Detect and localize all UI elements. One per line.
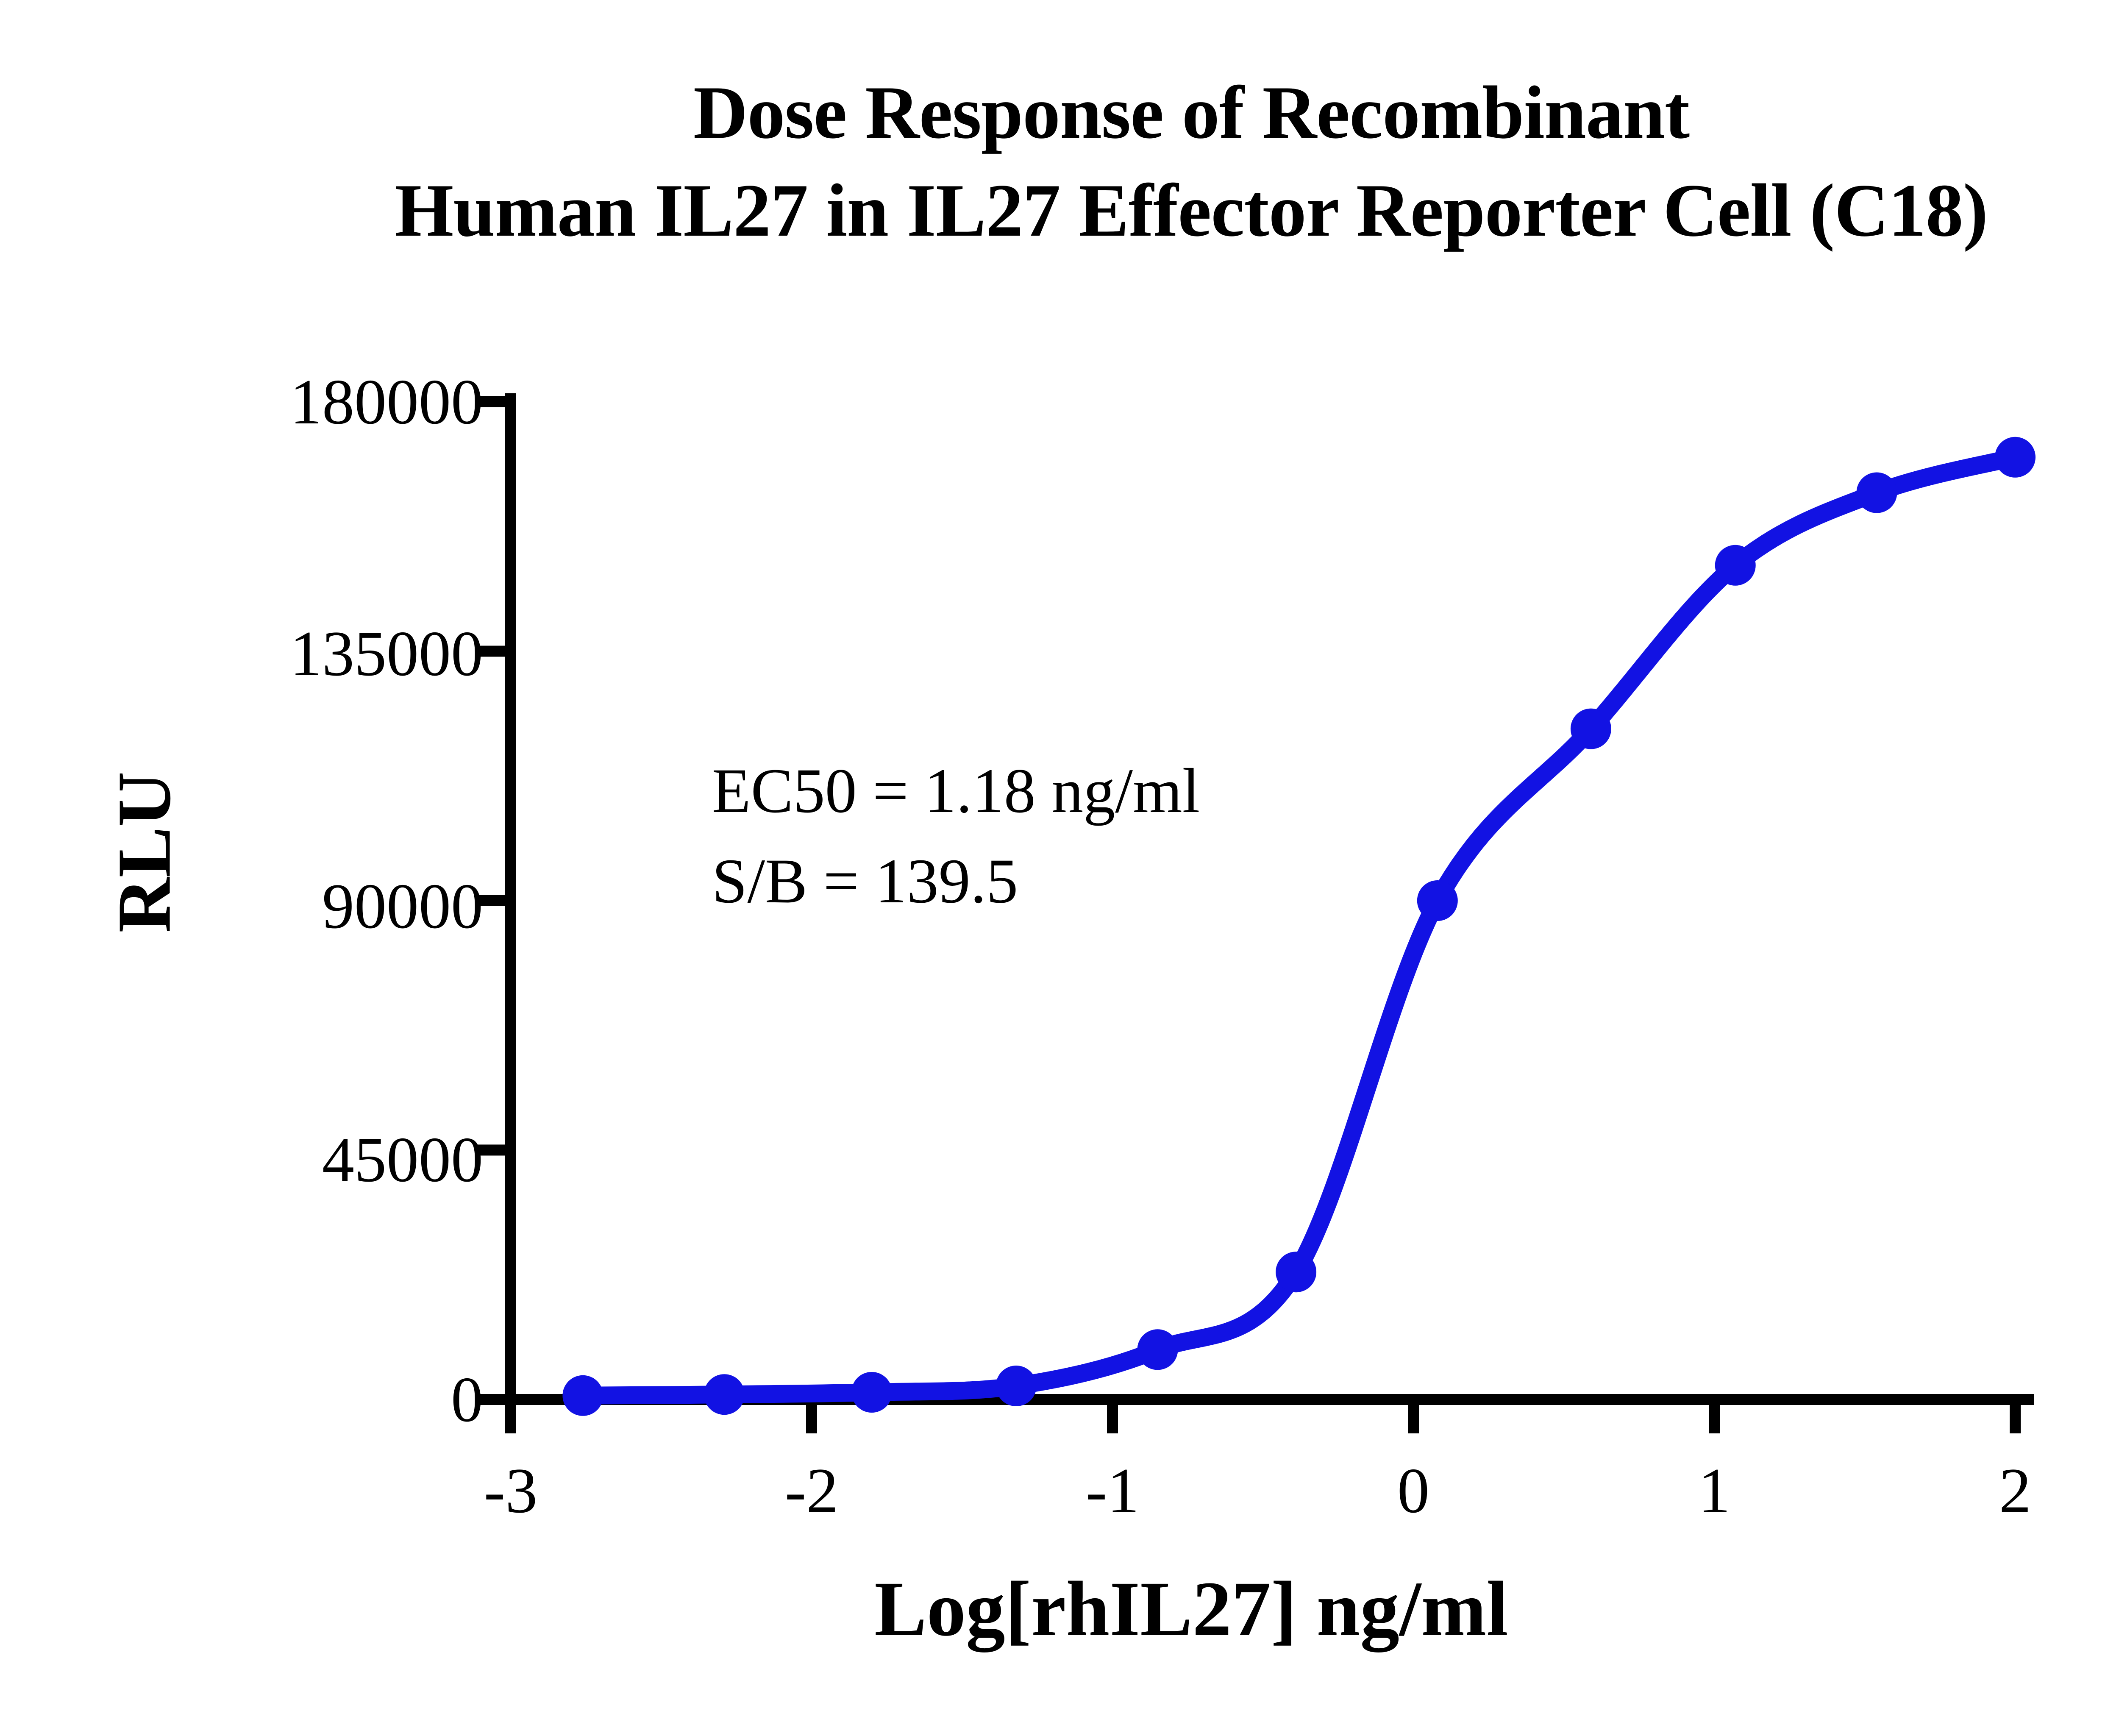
data-point[interactable] [1715, 545, 1756, 586]
data-point[interactable] [704, 1374, 745, 1415]
x-axis-title: Log[rhIL27] ng/ml [874, 1566, 1508, 1653]
sb-annotation: S/B = 139.5 [712, 846, 1018, 916]
data-point[interactable] [562, 1375, 603, 1416]
data-point[interactable] [1137, 1329, 1178, 1370]
data-point[interactable] [1276, 1252, 1317, 1293]
data-point[interactable] [1417, 880, 1458, 921]
x-tick-label: -1 [1085, 1455, 1140, 1526]
series-group [562, 437, 2036, 1416]
x-tick-label: -3 [484, 1455, 538, 1526]
x-tick-label: -2 [784, 1455, 839, 1526]
x-tick-label: 2 [1999, 1455, 2031, 1526]
page-title: Dose Response of Recombinant Human IL27 … [395, 70, 1988, 253]
axis-group [477, 393, 2034, 1433]
data-point[interactable] [1995, 437, 2036, 478]
x-tick-label: 1 [1698, 1455, 1730, 1526]
ec50-annotation: EC50 = 1.18 ng/ml [712, 756, 1200, 826]
data-point[interactable] [1570, 708, 1611, 749]
x-tick-label: 0 [1397, 1455, 1429, 1526]
data-point[interactable] [1856, 472, 1897, 513]
data-point[interactable] [851, 1372, 892, 1413]
chart-annotation: EC50 = 1.18 ng/ml S/B = 139.5 [712, 746, 1200, 926]
data-point[interactable] [996, 1366, 1037, 1406]
